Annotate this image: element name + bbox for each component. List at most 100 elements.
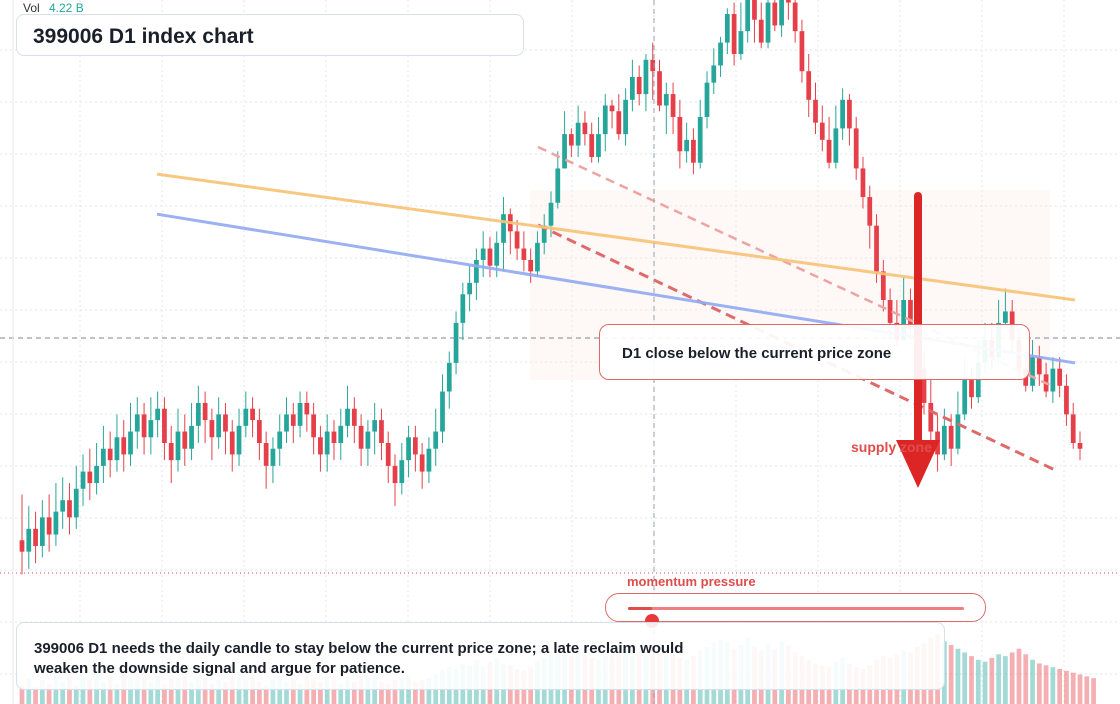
candle	[60, 477, 66, 529]
volume-bar	[216, 680, 222, 704]
candle-body	[331, 431, 337, 443]
candle-body	[663, 94, 669, 106]
candle-body	[53, 511, 59, 535]
volume-bar	[73, 685, 79, 704]
candle-body	[467, 282, 472, 295]
candle-body	[419, 454, 425, 472]
volume-bar	[53, 676, 59, 704]
volume-bar	[263, 685, 269, 704]
candle-body	[94, 465, 99, 484]
candle	[53, 483, 59, 546]
candle	[128, 402, 133, 466]
candle	[819, 105, 825, 152]
candle	[419, 443, 425, 489]
volume-bar	[256, 681, 262, 704]
volume-bar	[955, 648, 961, 704]
candle	[514, 219, 520, 260]
candle-body	[623, 99, 628, 135]
candle-body	[765, 2, 771, 43]
candle-body	[819, 122, 825, 140]
candle-body	[806, 71, 812, 100]
candle	[263, 431, 269, 489]
candle	[785, 0, 791, 20]
volume-bar	[270, 680, 276, 704]
chart-title-card: 399006 D1 index chart	[16, 14, 524, 56]
candle-body	[853, 128, 859, 169]
candle-body	[1003, 311, 1008, 323]
volume-bar	[202, 678, 208, 704]
volume-bar	[80, 678, 86, 704]
candle-body	[840, 99, 846, 129]
candle-body	[60, 500, 66, 512]
candle-body	[724, 14, 730, 43]
volume-bar	[399, 678, 405, 704]
candle	[236, 408, 242, 466]
volume-bar	[189, 681, 194, 704]
candle-body	[792, 2, 798, 32]
candle-body	[73, 488, 79, 518]
candle-body	[969, 380, 974, 398]
volume-bar	[195, 676, 201, 704]
volume-bar	[26, 678, 32, 704]
candle-body	[887, 300, 893, 323]
candle-body	[582, 122, 588, 135]
candle	[684, 122, 690, 163]
candle	[772, 0, 778, 32]
candle	[1050, 357, 1056, 403]
volume-bar	[1077, 674, 1083, 704]
volume-bar	[358, 676, 364, 704]
candle-body	[616, 111, 622, 135]
volume-bar	[290, 678, 296, 704]
candle-body	[433, 431, 439, 449]
volume-label: Vol	[23, 1, 40, 15]
candle	[636, 65, 642, 106]
candle	[467, 265, 472, 312]
price-zone-note: D1 close below the current price zone	[622, 345, 892, 362]
candle-body	[1070, 414, 1076, 443]
candle-body	[209, 420, 215, 438]
candle	[338, 408, 344, 461]
candle-body	[148, 420, 154, 438]
candle-body	[494, 242, 500, 266]
candle	[223, 402, 228, 455]
candle	[765, 0, 771, 49]
candle	[657, 59, 662, 112]
candle	[799, 19, 805, 83]
volume-bar	[114, 683, 120, 704]
candle-body	[602, 105, 608, 135]
volume-bar	[46, 683, 52, 704]
candle-body	[162, 408, 167, 443]
candle-body	[101, 448, 106, 466]
candle-body	[202, 402, 208, 421]
candle-body	[677, 116, 683, 152]
candle	[155, 391, 161, 438]
candle-body	[39, 517, 45, 546]
volume-bar	[134, 680, 140, 704]
candle	[779, 0, 784, 37]
volume-bar	[1043, 665, 1049, 704]
candle-body	[474, 259, 479, 283]
candle	[141, 402, 147, 455]
volume-bar	[236, 678, 242, 704]
candle	[412, 425, 418, 472]
candlesticks	[19, 0, 1083, 575]
momentum-pressure-slider[interactable]	[605, 593, 986, 628]
candle	[202, 391, 208, 443]
volume-bar	[996, 654, 1001, 704]
candle-body	[121, 437, 127, 455]
candle-body	[195, 402, 201, 426]
candle	[39, 500, 45, 558]
candle-body	[372, 420, 378, 432]
candle-body	[229, 431, 235, 455]
candle-body	[284, 414, 289, 432]
candle	[114, 414, 120, 472]
volume-bar	[168, 678, 174, 704]
candle-body	[718, 42, 723, 66]
candle	[297, 391, 303, 438]
volume-bar	[982, 661, 988, 704]
candle	[724, 8, 730, 55]
candle-body	[1064, 385, 1069, 415]
summary-text: 399006 D1 needs the daily candle to stay…	[34, 640, 684, 677]
candle	[26, 505, 32, 569]
candle-body	[379, 420, 384, 443]
